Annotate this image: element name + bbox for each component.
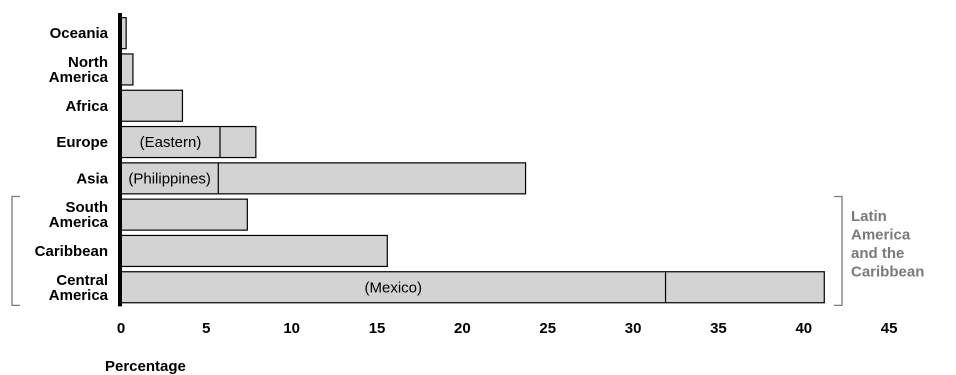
x-tick-label-20: 20 bbox=[454, 320, 471, 337]
category-label-caribbean: Caribbean bbox=[35, 243, 108, 260]
x-tick-label-35: 35 bbox=[710, 320, 727, 337]
bracket-label: Latin America and the Caribbean bbox=[851, 208, 924, 281]
segment-label-asia: (Philippines) bbox=[128, 170, 211, 187]
bar-south-america bbox=[120, 198, 248, 231]
category-label-north-america: North America bbox=[49, 54, 109, 86]
segment-label-europe: (Eastern) bbox=[140, 134, 202, 151]
x-tick-label-5: 5 bbox=[202, 320, 210, 337]
category-label-asia: Asia bbox=[76, 170, 108, 187]
category-label-south-america: South America bbox=[49, 199, 109, 231]
bar-north-america bbox=[120, 53, 134, 86]
bar-africa bbox=[120, 89, 184, 122]
bar-europe bbox=[120, 125, 257, 159]
category-label-central-america: Central America bbox=[49, 272, 109, 304]
category-label-oceania: Oceania bbox=[50, 25, 109, 42]
x-tick-label-30: 30 bbox=[625, 320, 642, 337]
x-tick-label-45: 45 bbox=[881, 320, 898, 337]
latin-america-bracket: Latin America and the Caribbean bbox=[11, 195, 924, 307]
category-label-africa: Africa bbox=[65, 98, 108, 115]
bracket-left bbox=[11, 195, 20, 307]
bar-central-america bbox=[120, 271, 825, 304]
x-axis-title: Percentage bbox=[105, 358, 186, 375]
x-axis: 0 5 10 15 20 25 30 35 40 45 bbox=[117, 13, 898, 337]
bar-caribbean bbox=[120, 234, 388, 268]
x-tick-label-10: 10 bbox=[283, 320, 300, 337]
category-labels: Oceania North America Africa Europe Asia South… bbox=[35, 25, 109, 304]
bracket-right bbox=[834, 195, 843, 307]
x-tick-label-15: 15 bbox=[369, 320, 386, 337]
x-tick-label-25: 25 bbox=[539, 320, 556, 337]
segment-label-central-america: (Mexico) bbox=[365, 279, 423, 296]
bars-layer: (Eastern) (Philippines) (Mexico) bbox=[120, 17, 825, 304]
x-tick-label-40: 40 bbox=[795, 320, 812, 337]
x-tick-label-0: 0 bbox=[117, 320, 125, 337]
category-label-europe: Europe bbox=[56, 134, 108, 151]
